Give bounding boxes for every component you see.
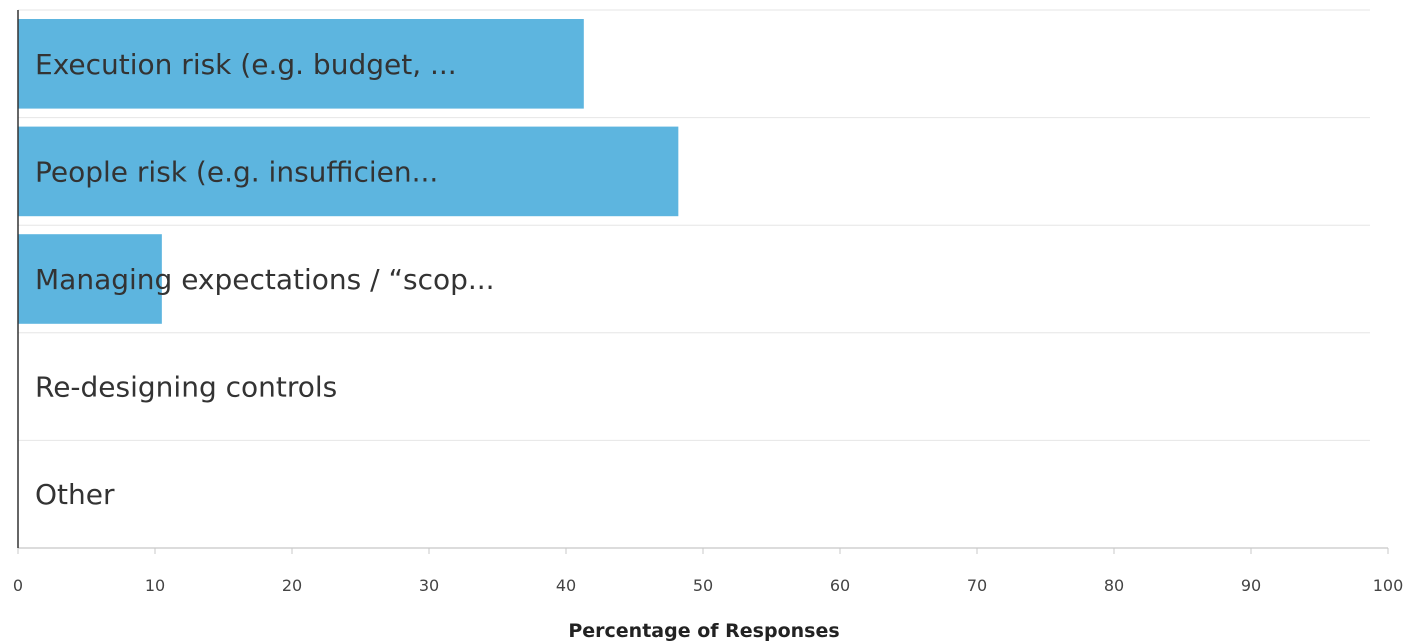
x-tick-label: 10 (145, 576, 165, 595)
bar-label: Other (35, 478, 115, 511)
bar[interactable] (18, 234, 162, 324)
x-tick-label: 50 (693, 576, 713, 595)
x-tick-label: 60 (830, 576, 850, 595)
bar-label: Re-designing controls (35, 371, 337, 404)
bar-label: Execution risk (e.g. budget, ... (35, 48, 457, 81)
bar-label: Managing expectations / “scop... (35, 263, 495, 296)
x-tick-label: 100 (1373, 576, 1404, 595)
category-labels: Execution risk (e.g. budget, ... People r… (35, 48, 495, 511)
x-tick-label: 0 (13, 576, 23, 595)
x-tick-label: 80 (1104, 576, 1124, 595)
x-axis-ticks: 0 10 20 30 40 50 60 70 80 90 100 (13, 548, 1403, 595)
x-tick-label: 40 (556, 576, 576, 595)
bar[interactable] (18, 19, 584, 109)
x-tick-label: 90 (1241, 576, 1261, 595)
x-tick-label: 30 (419, 576, 439, 595)
x-tick-label: 20 (282, 576, 302, 595)
bar-label: People risk (e.g. insufficien... (35, 155, 438, 188)
bars (18, 19, 679, 324)
x-tick-label: 70 (967, 576, 987, 595)
bar[interactable] (18, 126, 679, 217)
x-axis-title: Percentage of Responses (568, 620, 839, 642)
